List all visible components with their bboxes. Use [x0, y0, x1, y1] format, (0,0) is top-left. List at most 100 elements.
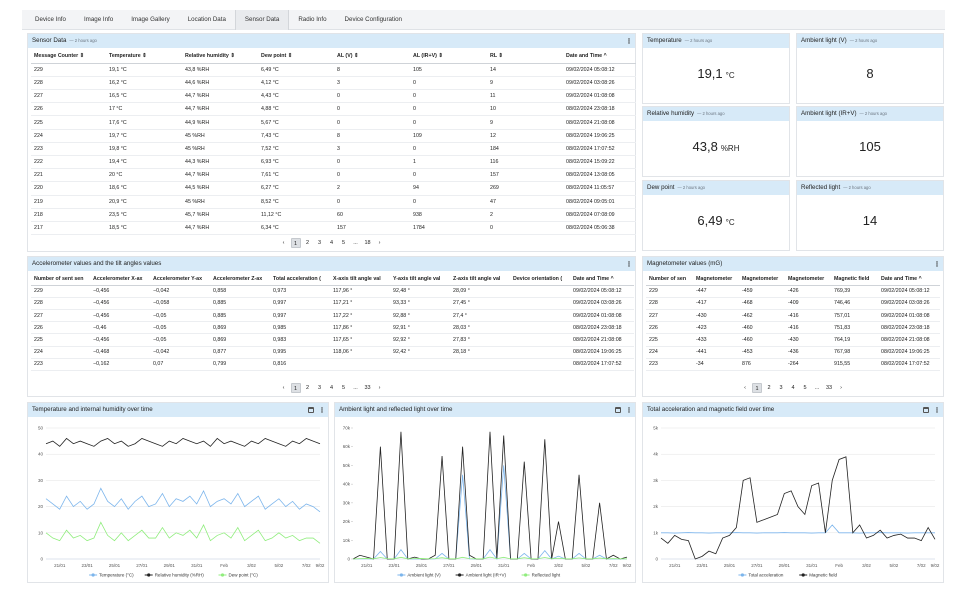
page-button[interactable]: ...	[353, 385, 358, 391]
page-button[interactable]: 1	[290, 383, 301, 393]
page-button[interactable]: 2	[305, 385, 310, 391]
column-header[interactable]: Date and Time ^	[878, 273, 940, 286]
cell: 224	[31, 129, 106, 143]
page-button[interactable]: 4	[329, 240, 334, 246]
cell: 769,39	[831, 285, 878, 298]
column-header[interactable]: Device orientation (	[510, 273, 570, 286]
cell: 0,995	[270, 346, 330, 359]
menu-icon[interactable]	[628, 261, 630, 267]
calendar-icon[interactable]	[923, 407, 929, 413]
column-header[interactable]: Number of sen	[646, 273, 693, 286]
x-tick-label: 3/02	[247, 563, 256, 568]
cell: 45 %RH	[182, 129, 258, 143]
menu-icon[interactable]	[628, 38, 630, 44]
page-button[interactable]: ‹	[744, 385, 746, 391]
page-button[interactable]: 2	[767, 385, 771, 391]
column-header[interactable]: Magnetometer	[739, 273, 785, 286]
x-tick-label: Feb	[835, 563, 843, 568]
column-header[interactable]: Temperature ⇕	[106, 50, 182, 64]
page-button[interactable]: 4	[791, 385, 795, 391]
page-button[interactable]: 3	[317, 385, 322, 391]
page-button[interactable]: 2	[305, 240, 310, 246]
column-header[interactable]: Magnetic field	[831, 273, 878, 286]
column-header[interactable]: Message Counter ⇕	[31, 50, 106, 64]
column-header[interactable]: Z-axis tilt angle val	[450, 273, 510, 286]
calendar-icon[interactable]	[615, 407, 621, 413]
column-header[interactable]: Total acceleration (	[270, 273, 330, 286]
page-button[interactable]: 1	[290, 238, 301, 248]
page-button[interactable]: 33	[364, 385, 371, 391]
cell: 0,858	[210, 285, 270, 298]
cell: 229	[31, 285, 90, 298]
page-button[interactable]: ›	[840, 385, 842, 391]
cell: 118,06 °	[330, 346, 390, 359]
page-button[interactable]: 1	[752, 383, 762, 393]
y-tick-label: 30k	[343, 500, 351, 505]
column-header[interactable]: Accelerometer X-ax	[90, 273, 150, 286]
tab[interactable]: Sensor Data	[234, 9, 290, 30]
page-button[interactable]: ›	[378, 385, 381, 391]
cell: 8,52 °C	[258, 195, 334, 209]
cell: 228	[31, 76, 106, 91]
tab[interactable]: Location Data	[187, 15, 226, 23]
cell: 08/02/2024 19:06:25	[563, 129, 636, 143]
cell: 8	[334, 129, 410, 143]
column-header[interactable]: Accelerometer Z-ax	[210, 273, 270, 286]
column-header[interactable]: Y-axis tilt angle val	[390, 273, 450, 286]
cell: 223	[31, 142, 106, 157]
cell: 19,1 °C	[106, 63, 182, 77]
row: 226 -423 -460 -416 751,83 08/02/2024 23:08:18	[646, 321, 940, 335]
row: 228 16,2 °C 44,6 %RH 4,12 °C 3 0 9 09/02/2024 0…	[31, 76, 636, 91]
column-header[interactable]: X-axis tilt angle val	[330, 273, 390, 286]
calendar-icon[interactable]	[308, 407, 314, 413]
page-button[interactable]: 4	[329, 385, 334, 391]
tab[interactable]: Image Gallery	[131, 15, 170, 23]
cell: 0,885	[210, 297, 270, 311]
page-button[interactable]: ...	[353, 240, 358, 246]
column-header[interactable]: Magnetometer	[785, 273, 831, 286]
tile-label: Dew point	[647, 184, 675, 191]
y-tick-label: 70k	[343, 426, 351, 431]
page-button[interactable]: ‹	[282, 385, 285, 391]
page-button[interactable]: 5	[341, 385, 346, 391]
x-tick-label: 7/02	[609, 563, 618, 568]
column-header[interactable]: Magnetometer	[693, 273, 739, 286]
column-header[interactable]: Date and Time ^	[563, 50, 636, 64]
tab[interactable]: Device Info	[35, 15, 66, 23]
column-header[interactable]: Relative humidity ⇕	[182, 50, 258, 64]
cell: 9	[487, 115, 563, 130]
page-button[interactable]: ‹	[282, 240, 285, 246]
page-button[interactable]: 18	[364, 240, 371, 246]
page-button[interactable]: 33	[825, 385, 833, 391]
updated: — 2 hours ago	[69, 38, 97, 43]
menu-icon[interactable]	[936, 407, 938, 413]
page-button[interactable]: 5	[341, 240, 346, 246]
page-button[interactable]: ...	[814, 385, 820, 391]
tab[interactable]: Image Info	[83, 15, 114, 23]
cell: 117,21 °	[330, 297, 390, 311]
cell: 1784	[410, 221, 487, 236]
legend-label: Ambient light (V)	[407, 573, 441, 578]
cell: 0	[410, 195, 487, 209]
page-button[interactable]: 5	[803, 385, 807, 391]
cell: 224	[646, 346, 693, 359]
column-header[interactable]: Number of sent sen	[31, 273, 90, 286]
tab[interactable]: Device Configuration	[344, 15, 402, 23]
column-header[interactable]: Accelerometer Y-ax	[150, 273, 210, 286]
column-header[interactable]: RL ⇕	[487, 50, 563, 64]
column-header[interactable]: Dew point ⇕	[258, 50, 334, 64]
page-button[interactable]: ›	[378, 240, 381, 246]
row: 222 19,4 °C 44,3 %RH 6,93 °C 0 1 116 08/02/2024…	[31, 155, 636, 170]
menu-icon[interactable]	[321, 407, 323, 413]
column-header[interactable]: AL (IR+V) ⇕	[410, 50, 487, 64]
menu-icon[interactable]	[936, 261, 938, 267]
page-button[interactable]: 3	[779, 385, 783, 391]
cell: 47	[487, 195, 563, 209]
tab[interactable]: Radio Info	[298, 15, 327, 23]
cell: 219	[31, 195, 106, 209]
page-button[interactable]: 3	[317, 240, 322, 246]
menu-icon[interactable]	[628, 407, 630, 413]
column-header[interactable]: Date and Time ^	[570, 273, 634, 286]
cell: -441	[693, 346, 739, 359]
column-header[interactable]: AL (V) ⇕	[334, 50, 410, 64]
